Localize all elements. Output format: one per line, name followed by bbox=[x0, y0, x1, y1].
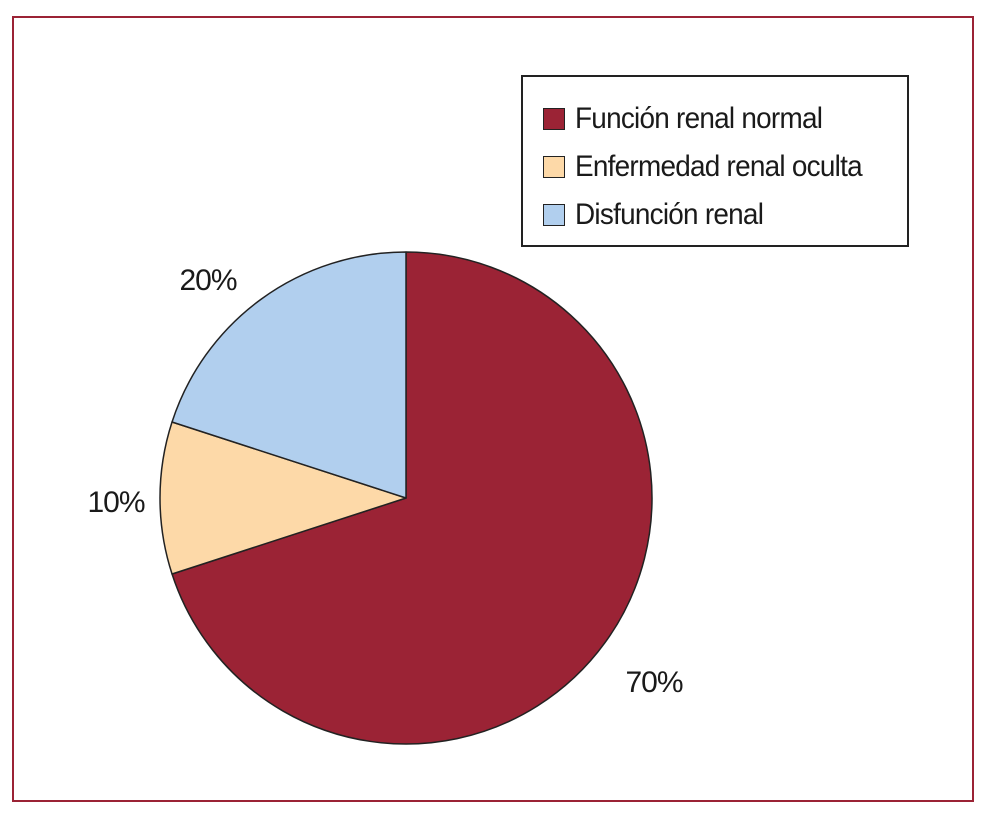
pie-slice-1 bbox=[171, 251, 653, 745]
legend-swatch bbox=[543, 204, 565, 226]
pie-slice-2 bbox=[159, 421, 407, 575]
legend-swatch bbox=[543, 108, 565, 130]
pie-slice-label-1: 70% bbox=[625, 666, 682, 699]
chart-legend: Función renal normal Enfermedad renal oc… bbox=[521, 75, 909, 247]
legend-label: Disfunción renal bbox=[575, 198, 764, 231]
legend-item-funcion-renal-normal: Función renal normal bbox=[543, 95, 907, 143]
pie-slices bbox=[159, 251, 653, 745]
legend-item-disfuncion-renal: Disfunción renal bbox=[543, 191, 907, 239]
legend-label: Enfermedad renal oculta bbox=[575, 150, 863, 183]
pie-slice-label-3: 20% bbox=[179, 264, 236, 297]
legend-label: Función renal normal bbox=[575, 102, 823, 135]
legend-swatch bbox=[543, 156, 565, 178]
pie-labels: 70% 10% 20% bbox=[87, 264, 683, 699]
pie-slice-label-2: 10% bbox=[87, 486, 144, 519]
legend-item-enfermedad-renal-oculta: Enfermedad renal oculta bbox=[543, 143, 907, 191]
pie-slice-3 bbox=[171, 251, 407, 499]
